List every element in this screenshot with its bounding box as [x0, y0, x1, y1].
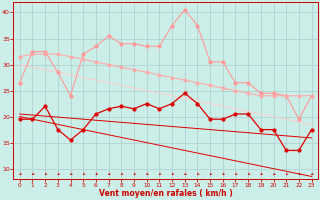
X-axis label: Vent moyen/en rafales ( km/h ): Vent moyen/en rafales ( km/h ): [99, 189, 233, 198]
